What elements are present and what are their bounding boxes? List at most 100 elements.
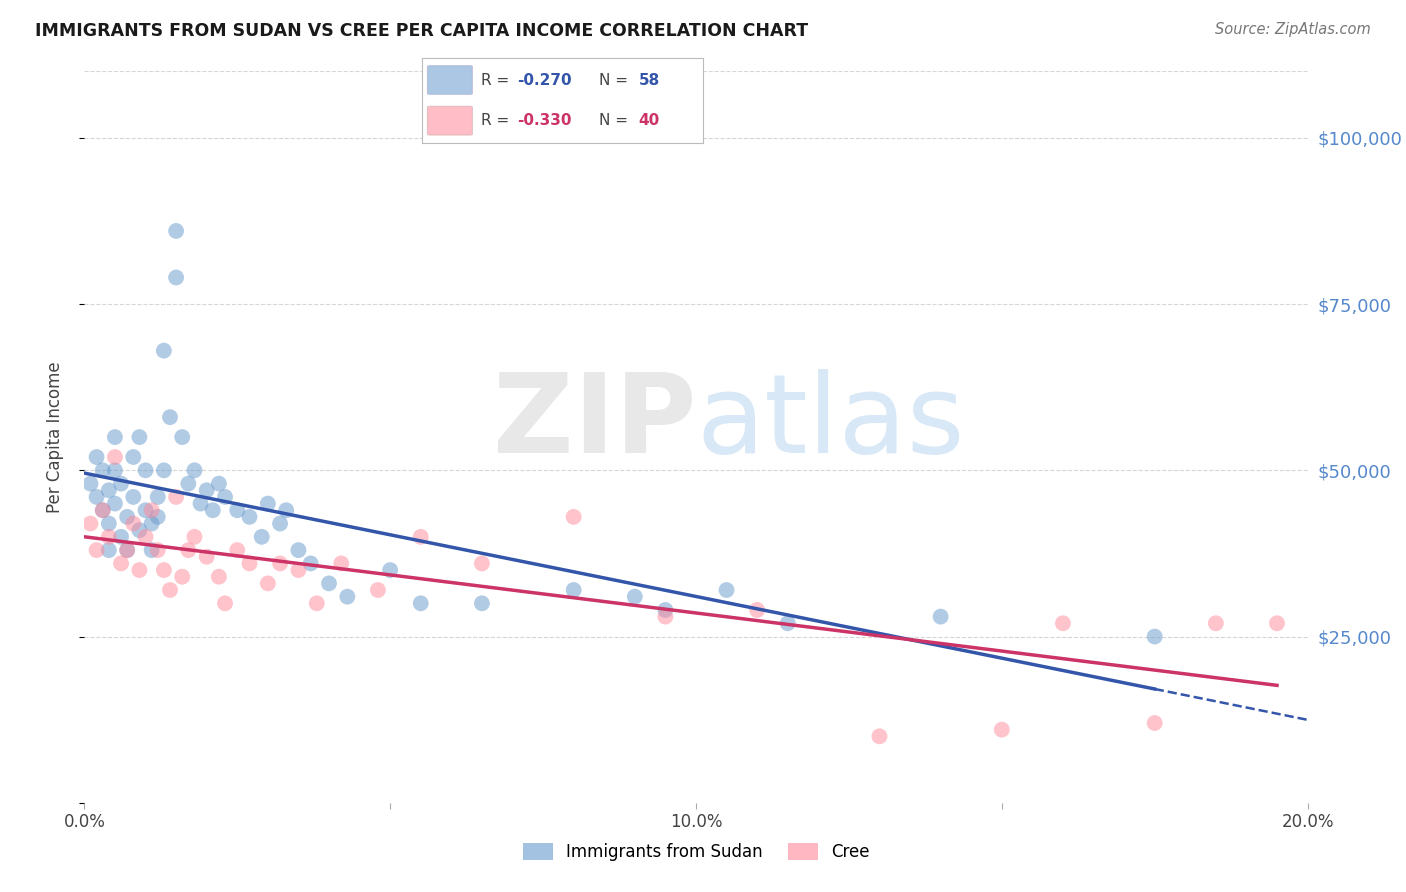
Point [104,497,127,511]
Point [153,563,176,577]
Point [238,557,260,571]
Point [97,530,120,544]
Point [471,557,494,571]
Point [208,476,231,491]
Point [141,503,163,517]
Point [172,430,194,444]
FancyBboxPatch shape [427,66,472,95]
Point [165,270,187,285]
Point [97,516,120,531]
Text: 58: 58 [638,72,659,87]
Point [97,543,120,558]
Point [1143,716,1166,731]
Point [330,557,353,571]
Point [287,563,309,577]
Point [91,503,114,517]
Point [165,490,187,504]
Point [1205,616,1227,631]
Point [214,490,236,504]
Point [257,497,280,511]
Point [1143,630,1166,644]
Point [86,450,108,464]
Point [716,582,738,597]
Point [86,490,108,504]
Point [153,343,176,358]
Text: R =: R = [481,72,515,87]
Point [86,543,108,558]
Point [165,224,187,238]
Point [135,463,157,477]
Point [159,582,181,597]
Point [128,563,150,577]
Point [562,582,585,597]
FancyBboxPatch shape [427,106,472,135]
Point [177,476,200,491]
Point [104,463,127,477]
Point [1052,616,1074,631]
Point [305,596,328,610]
Point [115,509,138,524]
Point [115,543,138,558]
Point [183,463,205,477]
Text: 40: 40 [638,113,659,128]
Point [471,596,494,610]
Point [183,530,205,544]
Point [269,557,291,571]
Point [409,596,432,610]
Point [380,563,402,577]
Point [287,543,309,558]
Point [654,603,676,617]
Text: atlas: atlas [696,369,965,476]
Point [299,557,322,571]
Point [153,463,176,477]
Point [115,543,138,558]
Point [104,450,127,464]
Point [336,590,359,604]
Point [104,430,127,444]
Point [135,503,157,517]
Point [146,509,169,524]
Point [177,543,200,558]
Point [367,582,389,597]
Point [122,516,145,531]
Text: ZIP: ZIP [492,369,696,476]
Point [214,596,236,610]
Point [146,543,169,558]
Point [226,543,249,558]
Point [146,490,169,504]
Text: N =: N = [599,72,633,87]
Text: -0.330: -0.330 [517,113,572,128]
Point [869,729,891,743]
Point [238,509,260,524]
Text: N =: N = [599,113,633,128]
Point [226,503,249,517]
Point [110,557,132,571]
Point [159,410,181,425]
Y-axis label: Per Capita Income: Per Capita Income [45,361,63,513]
Point [122,450,145,464]
Point [91,503,114,517]
Point [208,570,231,584]
Point [257,576,280,591]
Point [201,503,224,517]
Point [128,430,150,444]
Point [135,530,157,544]
Point [79,516,101,531]
Point [141,516,163,531]
Point [318,576,340,591]
Point [195,549,218,564]
Point [1265,616,1288,631]
Point [97,483,120,498]
Point [929,609,952,624]
Point [110,476,132,491]
Point [195,483,218,498]
Point [110,530,132,544]
Text: IMMIGRANTS FROM SUDAN VS CREE PER CAPITA INCOME CORRELATION CHART: IMMIGRANTS FROM SUDAN VS CREE PER CAPITA… [35,22,808,40]
Text: Source: ZipAtlas.com: Source: ZipAtlas.com [1215,22,1371,37]
Point [79,476,101,491]
Point [654,609,676,624]
Point [91,463,114,477]
Point [747,603,769,617]
Point [172,570,194,584]
Text: -0.270: -0.270 [517,72,572,87]
